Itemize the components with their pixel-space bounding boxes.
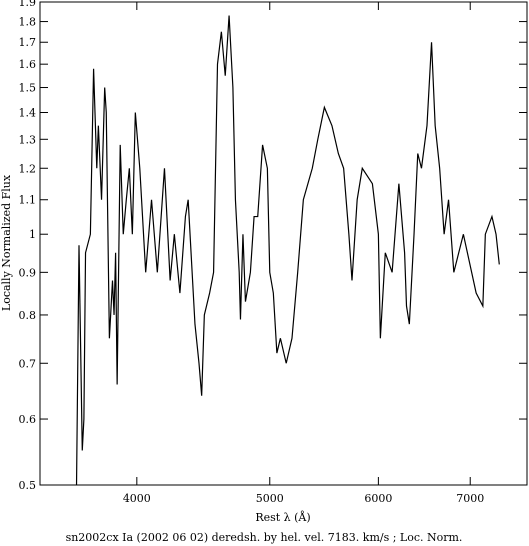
y-tick-label: 1.8 [19,16,37,29]
plot-frame [39,1,528,486]
y-tick-label: 1.3 [19,133,37,146]
y-tick-label: 1.9 [19,0,37,9]
y-axis-label: Locally Normalized Flux [0,174,13,311]
x-tick-label: 4000 [123,492,151,505]
y-tick-label: 1.5 [19,82,37,95]
x-axis-label: Rest λ (Å) [255,510,310,524]
y-tick-label: 1.6 [19,58,37,71]
y-tick-label: 1.7 [19,36,37,49]
x-tick-label: 7000 [456,492,484,505]
x-tick-label: 5000 [256,492,284,505]
x-tick-label: 6000 [364,492,392,505]
y-tick-label: 0.7 [19,357,37,370]
chart-title: sn2002cx Ia (2002 06 02) deredsh. by hel… [66,531,463,544]
y-tick-label: 0.6 [19,413,37,426]
y-tick-label: 1.4 [19,106,37,119]
y-tick-label: 0.9 [19,266,37,279]
y-tick-label: 1.1 [19,194,37,207]
y-tick-label: 1.2 [19,162,37,175]
y-tick-label: 0.5 [19,479,37,492]
spectrum-line [75,15,500,486]
y-tick-label: 1 [29,228,36,241]
y-tick-label: 0.8 [19,309,37,322]
